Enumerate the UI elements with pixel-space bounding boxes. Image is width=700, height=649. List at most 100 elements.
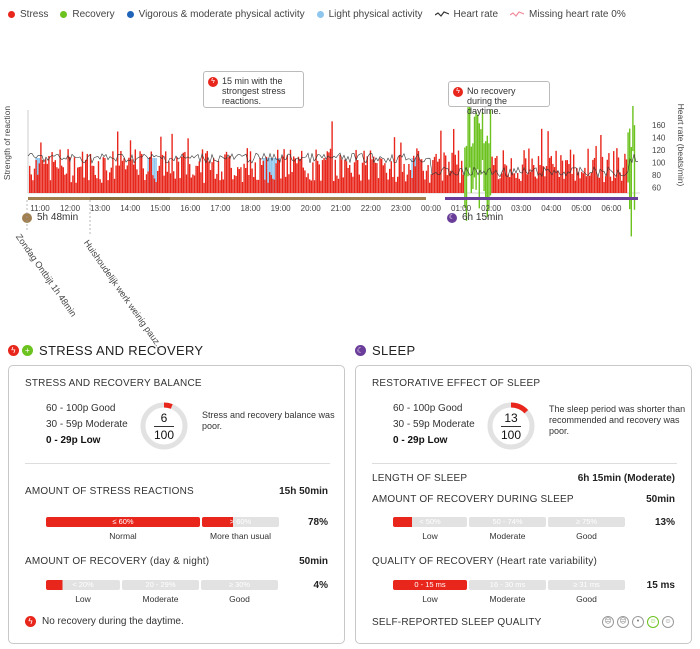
stress-bar [376,163,378,193]
good-face-icon[interactable]: ☺ [647,616,659,628]
scale-good: 60 - 100p Good [46,403,116,414]
stress-bar [393,137,396,193]
very-bad-face-icon[interactable]: ☹ [602,616,614,628]
legend-item[interactable]: Missing heart rate 0% [510,9,626,20]
stress-percent: 78% [307,517,328,528]
quality-title: QUALITY OF RECOVERY (Heart rate variabil… [372,556,597,567]
stress-bar [329,148,332,193]
quality-value: 15 ms [646,580,675,591]
stress-bar [161,154,164,193]
stress-bar [33,168,36,193]
stress-bar [101,182,103,193]
time-tick-label: 21:00 [331,204,352,213]
legend-item[interactable]: Light physical activity [316,9,423,20]
very-good-face-icon[interactable]: ☺ [662,616,674,628]
stress-bar [185,174,188,193]
stress-bar [97,161,100,193]
time-tick-label: 03:00 [511,204,532,213]
stress-bar [128,157,130,193]
stress-bar [240,167,242,193]
legend-item[interactable]: Heart rate [434,8,499,20]
stress-bar [30,174,32,193]
stress-bar [265,156,268,193]
neutral-face-icon[interactable]: • [632,616,644,628]
sleep-band [445,197,638,200]
stress-bar [440,130,442,193]
stress-bar [283,149,285,193]
sleep-length-value: 6h 15min (Moderate) [577,473,675,484]
stress-bar [566,160,568,193]
sleep-rec-percent: 13% [654,517,675,528]
stress-bar [157,170,159,193]
stress-bar [104,157,106,193]
stress-bar [163,175,165,193]
stress-bar [272,178,274,193]
stress-bar [435,153,437,193]
stress-bar [395,181,397,193]
stress-bar [590,172,592,193]
stress-bar [214,178,216,193]
stress-bar [264,179,266,193]
stress-bar [297,156,300,193]
stress-bar [341,159,343,193]
recovery-icon: + [22,345,33,356]
stress-bar [187,138,189,193]
balance-score-value: 6 [160,411,168,425]
time-tick-label: 13:00 [90,204,111,213]
stress-bar [437,161,439,193]
stress-bar [275,163,277,193]
stress-bar [390,161,392,193]
stress-bar [173,171,175,193]
stress-bar [600,134,602,193]
stress-bar [134,149,136,193]
light-activity-bar [264,158,266,193]
stress-bar [246,148,248,193]
stress-bar [48,155,50,193]
day-duration-text: 5h 48min [37,212,79,223]
stress-bar [344,159,346,193]
stress-bar [377,178,380,193]
stress-bar [369,150,372,193]
balance-scale: 60 - 100p Good 30 - 59p Moderate 0 - 29p… [46,401,128,449]
stress-bar [73,157,76,193]
stress-bar [89,153,92,193]
stress-bar [589,175,591,193]
stress-bar [155,181,157,193]
stress-bar [373,156,375,193]
time-tick-label: 00:00 [421,204,442,213]
stress-bar [113,178,116,193]
stress-bar [425,170,428,193]
bad-face-icon[interactable]: ☹ [617,616,629,628]
legend-label: Heart rate [453,8,499,20]
stress-bar [219,180,221,193]
stress-bar [61,165,63,193]
balance-score-max: 100 [153,428,175,442]
stress-bolt-icon: ϟ [208,77,218,87]
stress-bar [579,178,581,193]
stress-bar [153,178,156,193]
recovery-label-good: Good [229,594,250,604]
hr-tick-label: 60 [652,184,661,193]
stress-bar [550,155,552,193]
score-divider [501,426,521,427]
stress-bar [80,166,82,193]
stress-bar [424,179,426,193]
time-tick-label: 15:00 [150,204,171,213]
stress-bar [288,174,290,193]
stress-bar [307,173,309,193]
divider [372,463,677,464]
stress-bar [529,171,532,193]
stress-bar [459,182,461,193]
balance-score-ring [140,402,188,450]
stress-bar [413,155,415,193]
stress-bar [305,177,308,193]
legend-item[interactable]: Recovery [60,9,115,20]
time-tick-label: 22:00 [361,204,382,213]
time-tick-label: 02:00 [481,204,502,213]
legend-item[interactable]: Vigorous & moderate physical activity [126,9,305,20]
heart-rate-line [27,152,639,179]
recovery-bar [472,143,474,190]
stress-bar [109,172,111,193]
stress-bar [334,159,336,193]
legend-item[interactable]: Stress [8,9,48,20]
